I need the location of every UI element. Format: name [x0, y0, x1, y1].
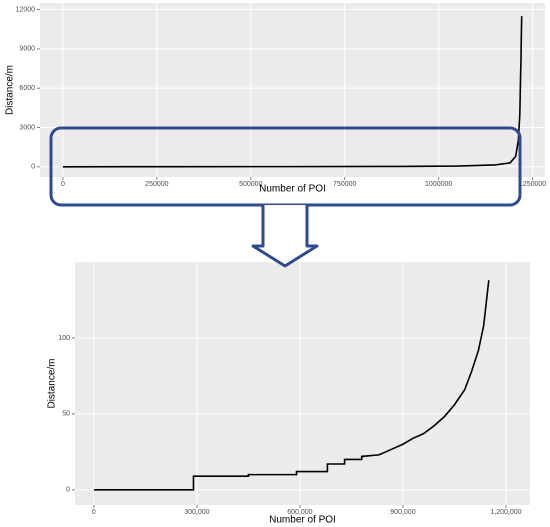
- x-tick-label: 900,000: [390, 509, 415, 516]
- x-tick-label: 600,000: [287, 509, 312, 516]
- x-tick-label: 1250000: [519, 181, 546, 188]
- y-tick-label: 50: [62, 411, 70, 418]
- x-tick-label: 500000: [239, 181, 262, 188]
- x-tick-label: 750000: [333, 181, 356, 188]
- x-axis-title: Number of POI: [259, 184, 326, 195]
- y-tick-label: 0: [31, 164, 35, 171]
- callout-arrow: [251, 205, 319, 268]
- x-tick-label: 1,200,000: [490, 509, 521, 516]
- y-tick-label: 12000: [16, 6, 36, 13]
- data-line: [93, 280, 490, 491]
- data-line: [62, 16, 523, 168]
- x-tick-label: 1000000: [425, 181, 452, 188]
- y-tick-label: 100: [58, 335, 70, 342]
- x-axis-title: Number of POI: [269, 515, 336, 526]
- x-tick-label: 0: [61, 181, 65, 188]
- plot-panel: [75, 262, 530, 505]
- y-tick-label: 3000: [19, 124, 35, 131]
- x-tick-label: 0: [92, 509, 96, 516]
- y-tick-label: 0: [66, 487, 70, 494]
- y-axis-title: Distance/m: [5, 65, 16, 115]
- plot-panel: [40, 3, 545, 177]
- x-tick-label: 250000: [145, 181, 168, 188]
- y-tick-label: 9000: [19, 46, 35, 53]
- y-tick-label: 6000: [19, 85, 35, 92]
- y-axis-title: Distance/m: [47, 358, 58, 408]
- x-tick-label: 300,000: [184, 509, 209, 516]
